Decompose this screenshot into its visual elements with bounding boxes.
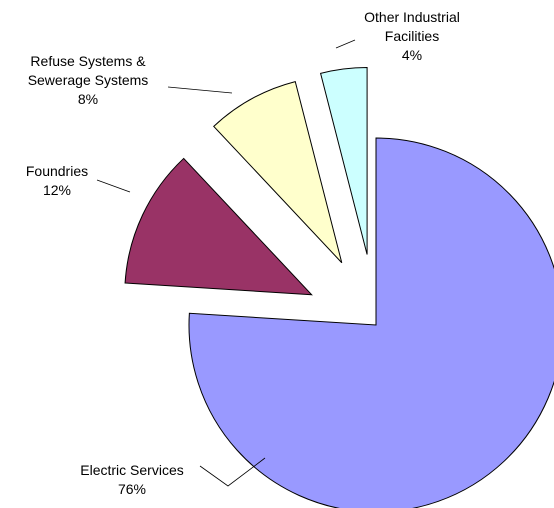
slice-labels: Electric Services 76% Foundries 12% Refuse S… (26, 9, 460, 497)
pie-slice-refuse-systems-sewerage-systems (213, 80, 343, 264)
pie-slice-other-industrial-facilities (319, 66, 368, 255)
slice-name-label: Other Industrial (364, 9, 460, 25)
slice-percent-label: 8% (78, 91, 98, 107)
slice-percent-label: 76% (118, 481, 146, 497)
leader-line (167, 86, 233, 94)
slice-name-label: Sewerage Systems (28, 72, 149, 88)
slice-name-label: Electric Services (80, 462, 183, 478)
pie-slice-foundries (124, 157, 313, 296)
leader-line (199, 457, 266, 487)
pie-slices (124, 66, 554, 508)
slice-name-label: Foundries (26, 163, 88, 179)
slice-label: Other Industrial Facilities 4% (364, 9, 460, 63)
pie-slice-electric-services (188, 137, 554, 508)
leader-line (335, 39, 356, 49)
slice-label: Refuse Systems & Sewerage Systems 8% (28, 53, 149, 107)
slice-percent-label: 12% (43, 182, 71, 198)
slice-percent-label: 4% (402, 47, 422, 63)
slice-label: Electric Services 76% (80, 462, 183, 497)
slice-name-label: Facilities (385, 28, 439, 44)
slice-name-label: Refuse Systems & (30, 53, 146, 69)
leader-line (96, 179, 131, 193)
slice-label: Foundries 12% (26, 163, 88, 198)
leader-lines (96, 39, 356, 487)
